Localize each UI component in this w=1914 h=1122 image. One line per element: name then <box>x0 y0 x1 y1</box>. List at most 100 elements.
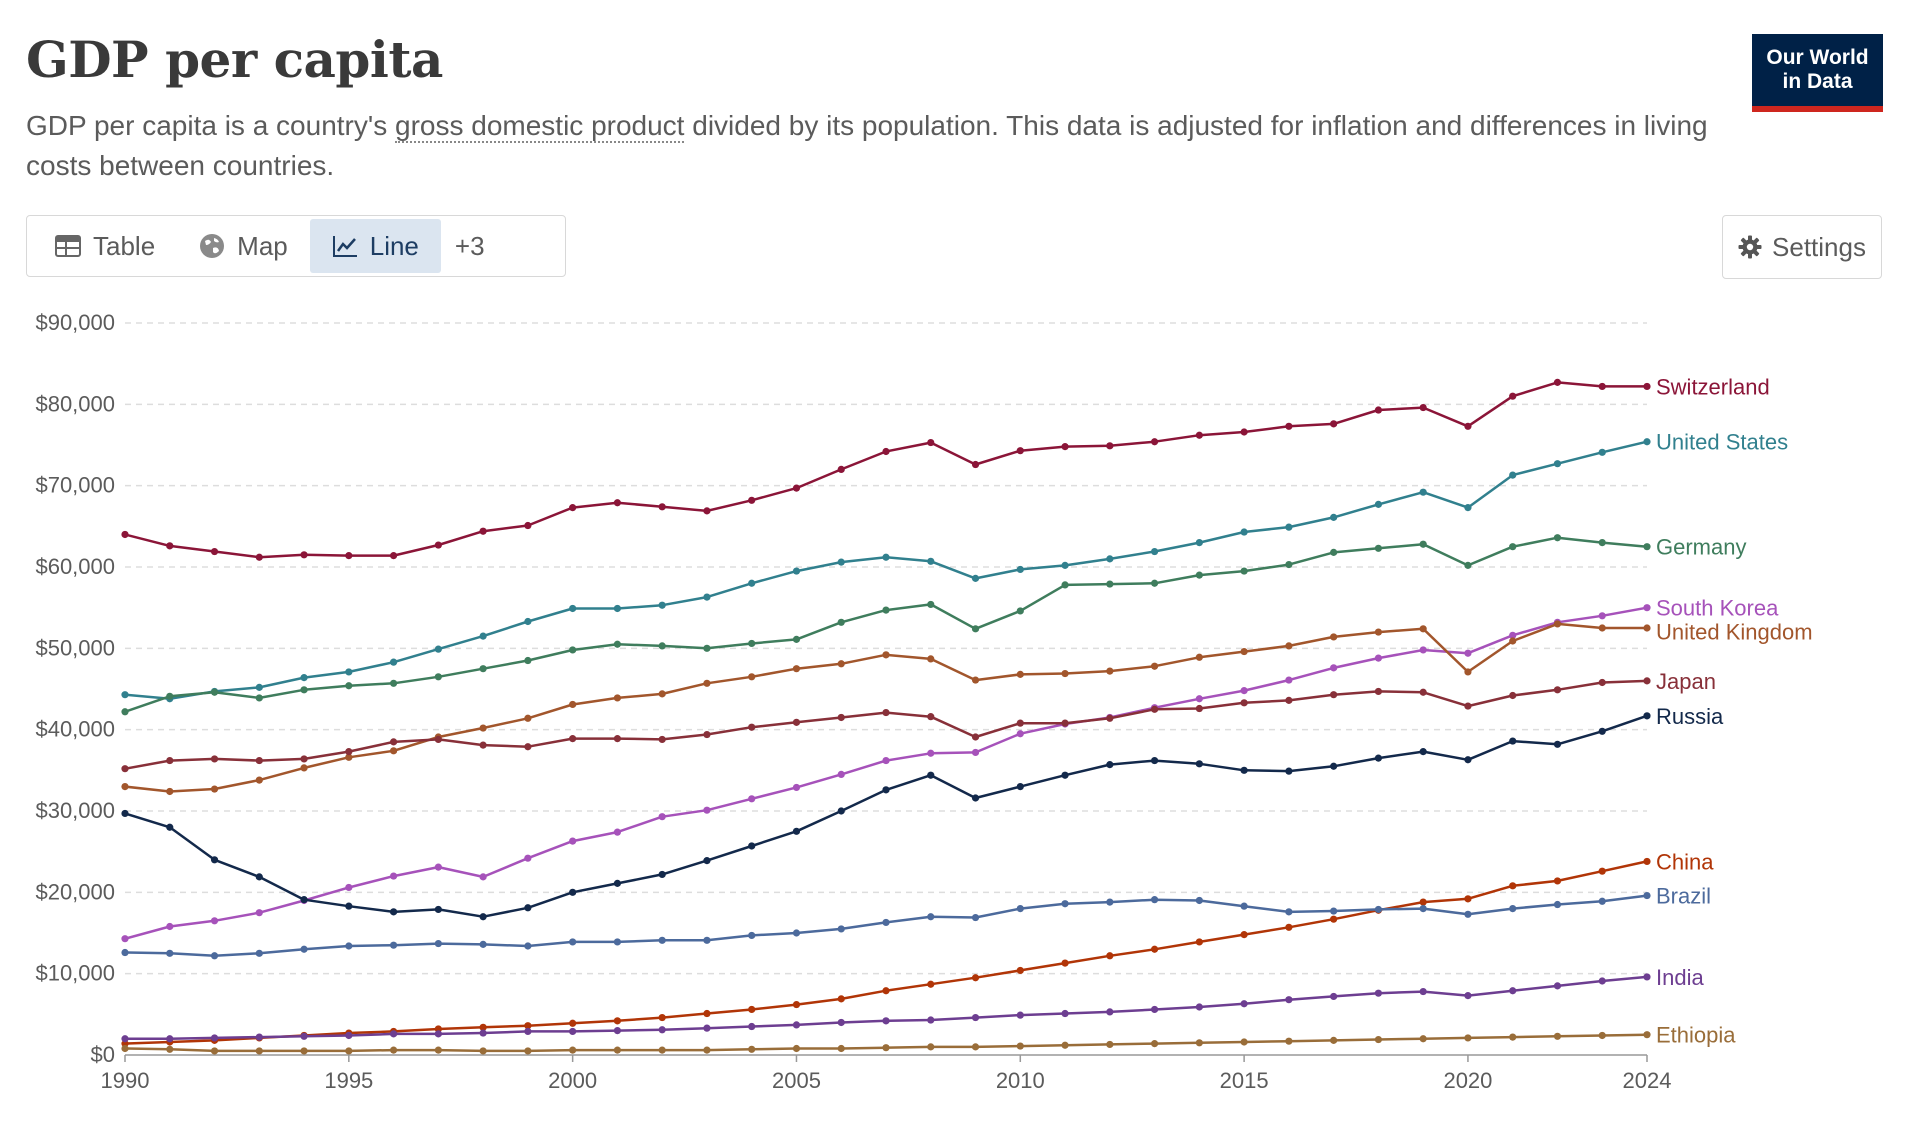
data-point-united-kingdom[interactable] <box>882 651 890 659</box>
data-point-japan[interactable] <box>1061 719 1069 727</box>
data-point-india[interactable] <box>1106 1008 1114 1016</box>
data-point-russia[interactable] <box>658 870 666 879</box>
series-label-india[interactable]: India <box>1656 965 1704 990</box>
data-point-brazil[interactable] <box>434 939 442 948</box>
data-point-ethiopia[interactable] <box>479 1047 487 1055</box>
data-point-south-korea[interactable] <box>1509 631 1517 639</box>
data-point-south-korea[interactable] <box>210 917 219 925</box>
data-point-switzerland[interactable] <box>166 542 174 550</box>
data-point-united-kingdom[interactable] <box>1419 625 1427 633</box>
data-point-germany[interactable] <box>1150 579 1159 587</box>
data-point-united-states[interactable] <box>255 683 263 691</box>
data-point-india[interactable] <box>837 1018 845 1027</box>
data-point-japan[interactable] <box>971 733 980 741</box>
data-point-japan[interactable] <box>1106 714 1114 722</box>
data-point-united-kingdom[interactable] <box>613 694 622 702</box>
series-label-japan[interactable]: Japan <box>1656 669 1716 694</box>
data-point-switzerland[interactable] <box>1598 382 1606 391</box>
data-point-germany[interactable] <box>703 644 711 652</box>
data-point-brazil[interactable] <box>748 931 756 940</box>
data-point-switzerland[interactable] <box>971 460 980 469</box>
series-label-ethiopia[interactable]: Ethiopia <box>1656 1023 1736 1048</box>
data-point-brazil[interactable] <box>613 938 622 946</box>
data-point-japan[interactable] <box>569 735 577 743</box>
data-point-china[interactable] <box>1195 938 1203 946</box>
data-point-japan[interactable] <box>658 735 666 744</box>
data-point-japan[interactable] <box>434 735 442 744</box>
data-point-brazil[interactable] <box>703 936 711 944</box>
data-point-ethiopia[interactable] <box>1643 1031 1651 1039</box>
data-point-brazil[interactable] <box>1061 900 1069 908</box>
data-point-germany[interactable] <box>1509 543 1517 551</box>
data-point-united-kingdom[interactable] <box>1598 624 1606 632</box>
data-point-russia[interactable] <box>121 809 129 818</box>
data-point-brazil[interactable] <box>882 918 890 927</box>
data-point-brazil[interactable] <box>1150 896 1159 904</box>
data-point-switzerland[interactable] <box>1061 443 1069 451</box>
data-point-united-kingdom[interactable] <box>1509 637 1517 645</box>
data-point-russia[interactable] <box>1285 767 1293 775</box>
data-point-india[interactable] <box>434 1030 442 1038</box>
data-point-china[interactable] <box>971 974 980 982</box>
data-point-ethiopia[interactable] <box>971 1043 980 1051</box>
data-point-germany[interactable] <box>1106 580 1114 588</box>
data-point-india[interactable] <box>703 1024 711 1032</box>
data-point-united-kingdom[interactable] <box>1240 647 1248 656</box>
data-point-united-states[interactable] <box>524 617 532 626</box>
data-point-russia[interactable] <box>524 904 532 912</box>
data-point-china[interactable] <box>1598 867 1606 875</box>
data-point-russia[interactable] <box>1330 762 1338 770</box>
data-point-brazil[interactable] <box>1106 898 1114 906</box>
data-point-india[interactable] <box>748 1022 756 1031</box>
data-point-switzerland[interactable] <box>255 553 263 561</box>
data-point-india[interactable] <box>1240 1000 1248 1008</box>
data-point-germany[interactable] <box>345 682 353 690</box>
data-point-united-states[interactable] <box>1419 488 1427 496</box>
data-point-switzerland[interactable] <box>927 438 935 447</box>
data-point-united-states[interactable] <box>345 668 353 676</box>
data-point-united-kingdom[interactable] <box>569 700 577 709</box>
data-point-japan[interactable] <box>121 765 129 773</box>
data-point-russia[interactable] <box>882 786 890 794</box>
data-point-russia[interactable] <box>1150 756 1159 765</box>
data-point-japan[interactable] <box>703 730 711 739</box>
data-point-switzerland[interactable] <box>748 496 756 504</box>
data-point-switzerland[interactable] <box>1509 392 1517 400</box>
data-point-united-states[interactable] <box>792 567 801 575</box>
data-point-ethiopia[interactable] <box>613 1046 622 1054</box>
data-point-united-kingdom[interactable] <box>1061 669 1069 678</box>
data-point-japan[interactable] <box>1419 688 1427 696</box>
data-point-india[interactable] <box>121 1035 129 1043</box>
data-point-germany[interactable] <box>1374 544 1383 552</box>
data-point-germany[interactable] <box>524 656 532 665</box>
data-point-india[interactable] <box>1061 1009 1069 1018</box>
data-point-switzerland[interactable] <box>882 447 890 456</box>
data-point-united-kingdom[interactable] <box>927 655 935 663</box>
data-point-brazil[interactable] <box>255 949 263 957</box>
series-line-switzerland[interactable] <box>124 381 1647 559</box>
data-point-united-kingdom[interactable] <box>792 665 801 673</box>
data-point-united-states[interactable] <box>1195 539 1203 547</box>
data-point-india[interactable] <box>1285 996 1293 1004</box>
data-point-japan[interactable] <box>1598 678 1606 687</box>
data-point-united-kingdom[interactable] <box>703 679 711 687</box>
data-point-brazil[interactable] <box>1374 905 1383 914</box>
data-point-brazil[interactable] <box>569 938 577 946</box>
data-point-united-kingdom[interactable] <box>479 724 487 732</box>
data-point-brazil[interactable] <box>210 952 219 960</box>
data-point-india[interactable] <box>882 1017 890 1025</box>
tab-map[interactable]: Map <box>177 219 310 273</box>
data-point-india[interactable] <box>479 1029 487 1037</box>
data-point-ethiopia[interactable] <box>1553 1032 1562 1040</box>
data-point-russia[interactable] <box>210 856 219 864</box>
data-point-switzerland[interactable] <box>389 552 398 560</box>
data-point-germany[interactable] <box>1643 543 1651 551</box>
data-point-brazil[interactable] <box>1330 907 1338 915</box>
data-point-brazil[interactable] <box>300 945 308 953</box>
data-point-india[interactable] <box>1195 1003 1203 1011</box>
data-point-united-kingdom[interactable] <box>1195 653 1203 661</box>
data-point-germany[interactable] <box>1553 534 1562 542</box>
settings-button[interactable]: Settings <box>1722 215 1882 279</box>
data-point-south-korea[interactable] <box>1285 676 1293 684</box>
data-point-switzerland[interactable] <box>300 551 308 559</box>
